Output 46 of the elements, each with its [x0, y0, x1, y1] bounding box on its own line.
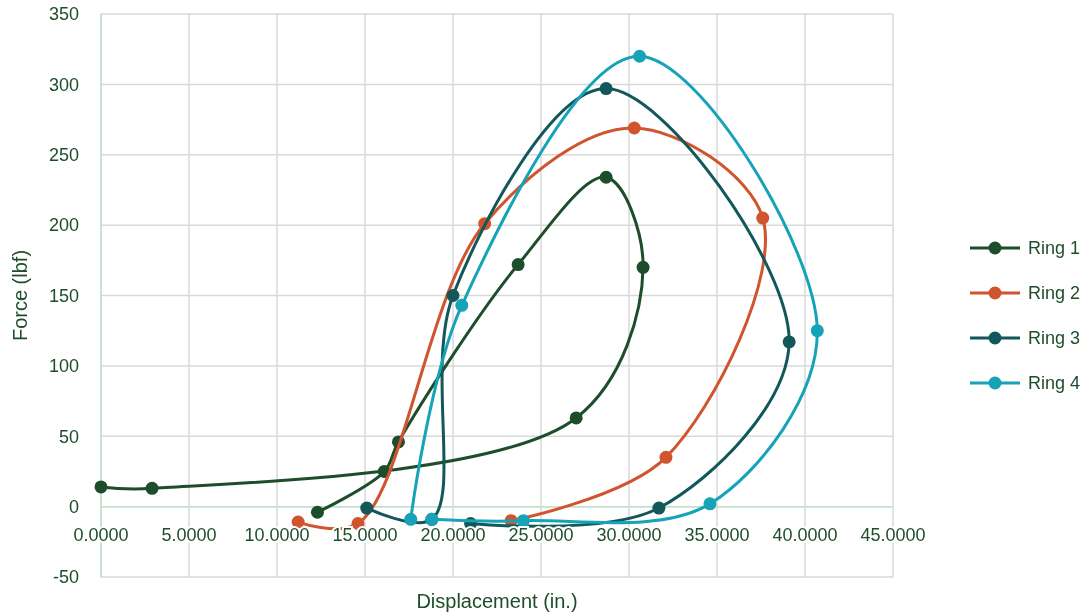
point: [94, 480, 108, 494]
y-axis-title: Force (lbf): [9, 249, 31, 342]
x-tick-label: 15.0000: [332, 524, 398, 545]
point: [756, 211, 770, 225]
y-tick-label: 150: [48, 285, 79, 306]
y-tick-label: -50: [52, 567, 79, 588]
point: [360, 501, 374, 515]
point: [511, 258, 525, 272]
point: [569, 411, 583, 425]
x-tick-label: 10.0000: [244, 524, 310, 545]
point: [446, 289, 460, 302]
legend-label: Ring 2: [1028, 283, 1081, 304]
y-tick-label: 0: [68, 496, 79, 517]
point: [404, 512, 418, 526]
point: [455, 298, 469, 312]
x-tick-label: 30.0000: [596, 524, 662, 545]
y-tick-label: 200: [48, 215, 79, 236]
point: [782, 335, 796, 349]
y-tick-label: 50: [58, 426, 79, 447]
y-tick-label: 100: [48, 356, 79, 377]
x-tick-label: 35.0000: [684, 524, 750, 545]
point: [659, 450, 673, 464]
point: [310, 505, 324, 519]
point: [599, 82, 613, 96]
y-tick-label: 250: [48, 145, 79, 166]
point: [599, 170, 613, 184]
point: [652, 501, 666, 515]
y-tick-label: 350: [48, 4, 79, 25]
x-axis-title: Displacement (in.): [416, 590, 578, 612]
point: [145, 481, 159, 495]
y-tick-label: 300: [48, 74, 79, 95]
x-tick-label: 45.0000: [860, 524, 926, 545]
point: [636, 260, 650, 274]
point: [516, 514, 530, 528]
x-tick-label: 20.0000: [420, 524, 486, 545]
x-tick-label: 5.0000: [161, 524, 217, 545]
point: [633, 49, 647, 63]
x-tick-label: 0.0000: [73, 524, 129, 545]
legend-label: Ring 3: [1028, 328, 1081, 349]
point: [703, 497, 717, 511]
x-tick-label: 40.0000: [772, 524, 838, 545]
legend-label: Ring 1: [1028, 238, 1081, 259]
point: [627, 121, 641, 135]
x-tick-label: 25.0000: [508, 524, 574, 545]
legend-label: Ring 4: [1028, 373, 1081, 394]
point: [810, 324, 824, 338]
